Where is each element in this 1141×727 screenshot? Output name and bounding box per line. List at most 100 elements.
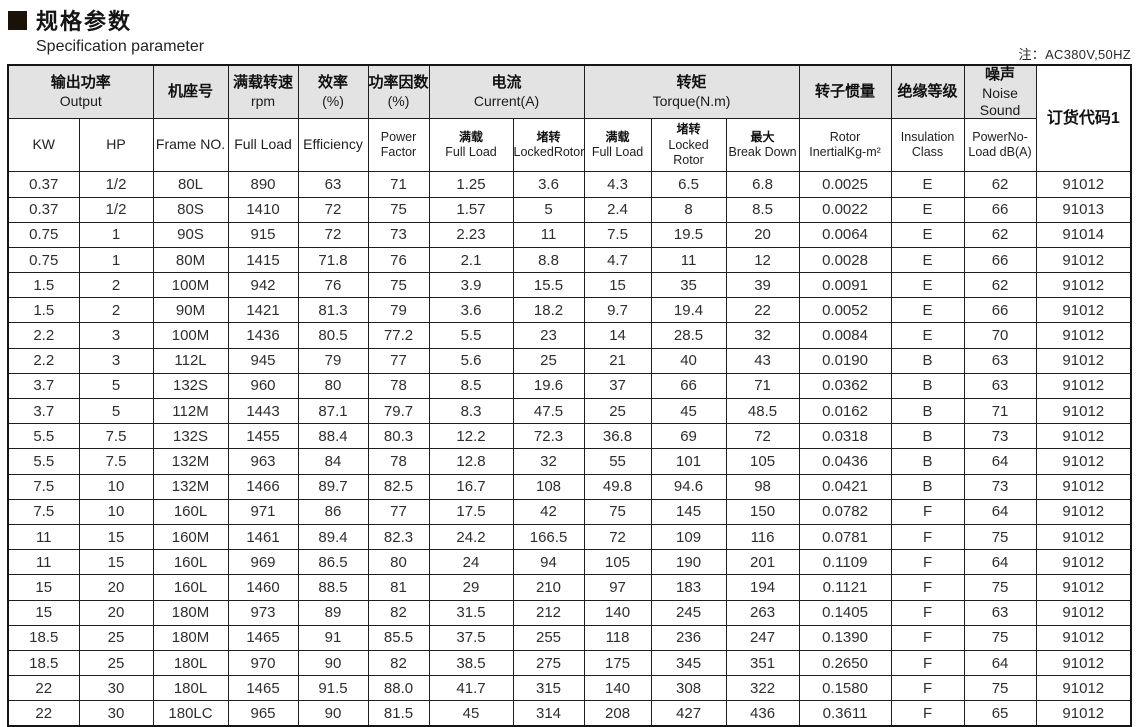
- title-bullet-square-icon: [8, 10, 27, 30]
- cell-full_load_rpm: 1421: [227, 297, 299, 324]
- cell-insulation_class: E: [890, 272, 965, 299]
- cell-order_code: 91012: [1035, 448, 1132, 475]
- cell-efficiency: 88.5: [297, 574, 369, 601]
- cell-torque_locked_rotor: 190: [650, 549, 727, 576]
- subheader-torque-locked-rotor-en: Locked Rotor: [668, 137, 709, 168]
- cell-torque_break_down: 43: [725, 347, 800, 374]
- cell-torque_locked_rotor: 236: [650, 624, 727, 651]
- cell-full_load_rpm: 1455: [227, 423, 299, 450]
- cell-rotor_inertia: 0.0782: [798, 498, 892, 525]
- header-frame-zh: 机座号: [168, 82, 214, 100]
- cell-torque_locked_rotor: 109: [650, 523, 727, 551]
- subheader-hp: HP: [78, 118, 154, 173]
- cell-noise_db: 66: [963, 246, 1037, 274]
- subheader-power-factor-l1: Power: [380, 129, 417, 144]
- cell-frame_no: 100M: [152, 272, 229, 299]
- cell-torque_full_load: 97: [583, 574, 652, 601]
- cell-rotor_inertia: 0.0362: [798, 372, 892, 400]
- cell-torque_locked_rotor: 19.4: [650, 297, 727, 324]
- header-noise-en1: Noise: [982, 84, 1018, 101]
- cell-torque_locked_rotor: 69: [650, 423, 727, 450]
- cell-frame_no: 180M: [152, 624, 229, 651]
- cell-current_full_load: 12.8: [428, 448, 514, 475]
- cell-hp: 1/2: [78, 171, 154, 198]
- cell-order_code: 91012: [1035, 700, 1132, 727]
- cell-full_load_rpm: 963: [227, 448, 299, 475]
- cell-rotor_inertia: 0.0028: [798, 246, 892, 274]
- subheader-torque-locked-rotor-zh: 堵转: [676, 121, 701, 136]
- cell-kw: 15: [7, 574, 80, 601]
- cell-current_locked_rotor: 108: [512, 473, 585, 500]
- cell-kw: 0.75: [7, 221, 80, 248]
- cell-rotor_inertia: 0.0022: [798, 196, 892, 223]
- cell-power_factor: 79.7: [367, 398, 430, 425]
- cell-kw: 1.5: [7, 297, 80, 324]
- cell-current_full_load: 5.5: [428, 322, 514, 349]
- cell-torque_full_load: 49.8: [583, 473, 652, 500]
- cell-power_factor: 78: [367, 372, 430, 400]
- cell-torque_full_load: 118: [583, 624, 652, 651]
- table-row: 5.5 7.5 132S 1455 88.4 80.3 12.2 72.3 36.8 69 72 0.…: [7, 423, 1132, 450]
- cell-noise_db: 64: [963, 448, 1037, 475]
- cell-insulation_class: B: [890, 347, 965, 374]
- cell-noise_db: 65: [963, 700, 1037, 727]
- cell-insulation_class: F: [890, 574, 965, 601]
- cell-kw: 0.37: [7, 171, 80, 198]
- cell-noise_db: 73: [963, 423, 1037, 450]
- cell-torque_break_down: 72: [725, 423, 800, 450]
- cell-order_code: 91012: [1035, 246, 1132, 274]
- cell-torque_locked_rotor: 6.5: [650, 171, 727, 198]
- cell-full_load_rpm: 960: [227, 372, 299, 400]
- cell-efficiency: 91: [297, 624, 369, 651]
- table-row: 18.5 25 180M 1465 91 85.5 37.5 255 118 236 247 0.13…: [7, 624, 1132, 651]
- header-power-factor-en: (%): [387, 93, 410, 110]
- cell-current_full_load: 8.3: [428, 398, 514, 425]
- cell-full_load_rpm: 1466: [227, 473, 299, 500]
- cell-torque_break_down: 39: [725, 272, 800, 299]
- subheader-torque-full-load: 满载 Full Load: [583, 118, 652, 173]
- header-output-zh: 输出功率: [50, 74, 111, 92]
- subheader-torque-break-down-zh: 最大: [750, 129, 775, 144]
- cell-torque_locked_rotor: 8: [650, 196, 727, 223]
- header-insulation-zh: 绝缘等级: [897, 82, 958, 100]
- cell-noise_db: 75: [963, 574, 1037, 601]
- cell-efficiency: 90: [297, 649, 369, 677]
- cell-rotor_inertia: 0.0025: [798, 171, 892, 198]
- header-sub-row: KW HP Frame NO. Full Load Efficiency Pow…: [7, 118, 1131, 173]
- cell-current_full_load: 31.5: [428, 599, 514, 626]
- subheader-frame-no-label: Frame NO.: [155, 136, 226, 153]
- cell-torque_break_down: 436: [725, 700, 800, 727]
- subheader-torque-full-load-en: Full Load: [591, 145, 644, 160]
- cell-rotor_inertia: 0.1121: [798, 574, 892, 601]
- cell-frame_no: 80L: [152, 171, 229, 198]
- cell-torque_break_down: 247: [725, 624, 800, 651]
- cell-kw: 0.75: [7, 246, 80, 274]
- subheader-insulation-class: Insulation Class: [890, 118, 965, 173]
- cell-power_factor: 82.3: [367, 523, 430, 551]
- cell-current_locked_rotor: 275: [512, 649, 585, 677]
- cell-current_locked_rotor: 72.3: [512, 423, 585, 450]
- subheader-hp-label: HP: [106, 136, 126, 153]
- cell-hp: 25: [78, 649, 154, 677]
- cell-efficiency: 81.3: [297, 297, 369, 324]
- cell-order_code: 91012: [1035, 372, 1132, 400]
- subheader-torque-full-load-zh: 满载: [605, 129, 630, 144]
- header-torque-group: 转矩 Torque(N.m): [583, 64, 800, 120]
- cell-efficiency: 72: [297, 196, 369, 223]
- cell-efficiency: 87.1: [297, 398, 369, 425]
- cell-order_code: 91012: [1035, 171, 1132, 198]
- cell-insulation_class: E: [890, 196, 965, 223]
- cell-kw: 22: [7, 675, 80, 702]
- cell-torque_locked_rotor: 94.6: [650, 473, 727, 500]
- cell-power_factor: 77.2: [367, 322, 430, 349]
- cell-torque_break_down: 351: [725, 649, 800, 677]
- cell-full_load_rpm: 969: [227, 549, 299, 576]
- cell-torque_full_load: 4.7: [583, 246, 652, 274]
- cell-current_full_load: 3.6: [428, 297, 514, 324]
- cell-current_locked_rotor: 255: [512, 624, 585, 651]
- header-rpm-en: rpm: [250, 93, 276, 110]
- cell-frame_no: 100M: [152, 322, 229, 349]
- cell-current_full_load: 17.5: [428, 498, 514, 525]
- cell-torque_locked_rotor: 28.5: [650, 322, 727, 349]
- subheader-torque-locked-rotor: 堵转 Locked Rotor: [650, 118, 727, 173]
